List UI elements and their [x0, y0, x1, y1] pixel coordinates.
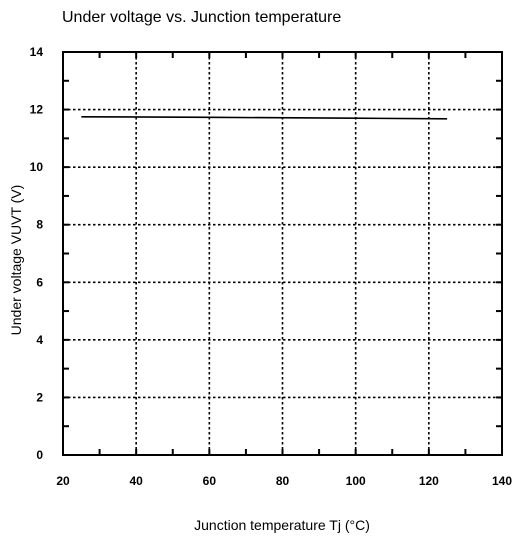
- plot-frame: [62, 51, 503, 456]
- y-tick-label-6: 6: [36, 275, 43, 289]
- y-tick-label-2: 2: [36, 390, 43, 404]
- y-tick-labels: 0 2 4 6 8 10 12 14: [30, 45, 44, 462]
- y-tick-label-8: 8: [36, 218, 43, 232]
- y-tick-label-0: 0: [36, 448, 43, 462]
- x-tick-label-40: 40: [129, 474, 143, 488]
- x-tick-label-20: 20: [56, 474, 70, 488]
- y-tick-label-10: 10: [30, 160, 44, 174]
- x-tick-label-60: 60: [203, 474, 217, 488]
- x-tick-labels: 20 40 60 80 100 120 140: [56, 474, 512, 488]
- x-tick-label-140: 140: [492, 474, 512, 488]
- y-tick-label-14: 14: [30, 45, 44, 59]
- x-tick-label-80: 80: [276, 474, 290, 488]
- x-axis-label: Junction temperature Tj (°C): [194, 517, 370, 533]
- chart-title: Under voltage vs. Junction temperature: [62, 9, 341, 26]
- grid-lines: [63, 52, 502, 455]
- x-tick-label-100: 100: [346, 474, 366, 488]
- y-tick-label-12: 12: [30, 103, 44, 117]
- y-tick-label-4: 4: [36, 333, 43, 347]
- series-layer: [81, 115, 448, 120]
- series-line-0: [81, 115, 448, 120]
- x-tick-label-120: 120: [419, 474, 439, 488]
- y-axis-label: Under voltage VUVT (V): [8, 185, 24, 336]
